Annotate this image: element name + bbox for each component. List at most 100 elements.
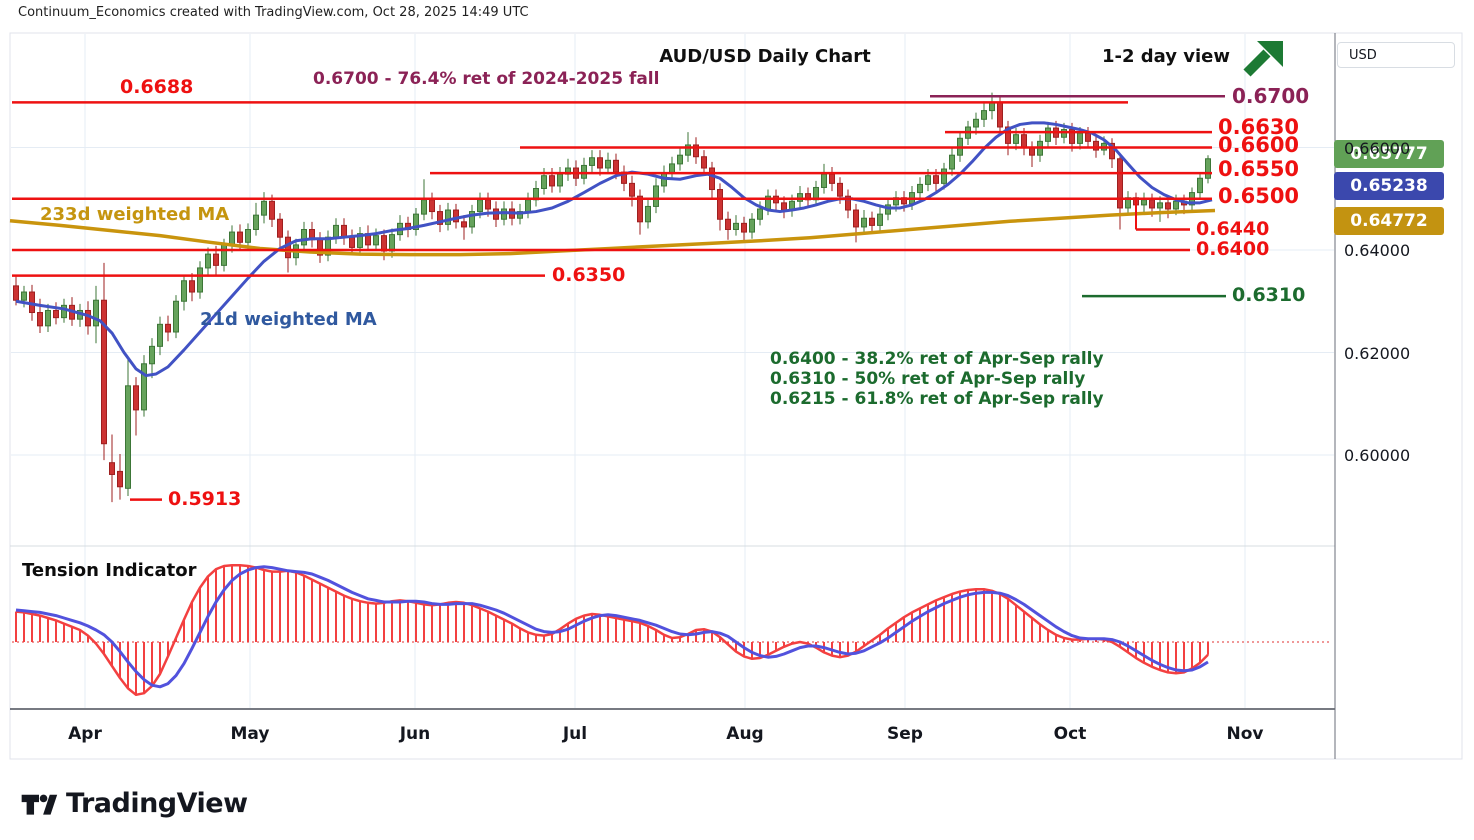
level-label-0.6310: 0.6310 (1232, 284, 1306, 307)
month-label-Jun: Jun (399, 724, 431, 744)
retracement-line-2: 0.6310 - 50% ret of Apr-Sep rally (770, 369, 1086, 389)
retracement-line-1: 0.6400 - 38.2% ret of Apr-Sep rally (770, 349, 1104, 369)
candle (845, 195, 851, 211)
ma233-price-badge: 0.64772 (1334, 207, 1444, 235)
candle (1109, 142, 1115, 160)
candle (197, 267, 203, 293)
candle (517, 211, 523, 219)
candle (253, 214, 259, 230)
candle (949, 154, 955, 170)
candle (1069, 129, 1075, 144)
candle (741, 222, 747, 233)
candle (541, 175, 547, 189)
level-label-0.6400: 0.6400 (1196, 238, 1270, 261)
level-label-0.6550: 0.6550 (1218, 157, 1300, 182)
candle (701, 156, 707, 169)
candle (1141, 199, 1147, 206)
candle (61, 304, 67, 319)
level-label-0.6440: 0.6440 (1196, 217, 1270, 240)
candle (709, 167, 715, 191)
candle (981, 110, 987, 120)
candle (1165, 202, 1171, 210)
candle (941, 168, 947, 184)
candle (421, 199, 427, 215)
candle (21, 291, 27, 301)
candle (877, 213, 883, 226)
candle (1061, 129, 1067, 138)
candle (181, 280, 187, 302)
candle (869, 217, 875, 226)
candle (373, 235, 379, 246)
candle (829, 173, 835, 184)
candle (693, 144, 699, 158)
candle (613, 159, 619, 173)
candle (333, 224, 339, 238)
candle (1157, 202, 1163, 209)
candle (749, 218, 755, 233)
candle (781, 202, 787, 211)
candle (325, 236, 331, 256)
month-label-Sep: Sep (887, 724, 923, 744)
level-label-0.6500: 0.6500 (1218, 183, 1300, 208)
candle (477, 199, 483, 213)
attribution-text: Continuum_Economics created with Trading… (18, 5, 529, 20)
candle (485, 199, 491, 210)
level-label-0.6600: 0.6600 (1218, 133, 1300, 158)
candle (1117, 158, 1123, 209)
candle (549, 175, 555, 187)
candle (381, 235, 387, 252)
view-horizon-label: 1-2 day view (1101, 46, 1230, 67)
candle (277, 218, 283, 238)
candle (189, 280, 195, 293)
candle (173, 300, 179, 333)
month-label-Aug: Aug (726, 724, 764, 744)
tradingview-logo[interactable]: TradingView (20, 786, 248, 820)
tension-indicator-label: Tension Indicator (22, 560, 197, 581)
level-label-0.5913: 0.5913 (168, 487, 242, 510)
level-label-0.6350: 0.6350 (552, 263, 626, 286)
candle (933, 175, 939, 184)
candle (117, 470, 123, 488)
price-tick-0.66000: 0.66000 (1344, 138, 1411, 158)
candle (285, 236, 291, 259)
candle (461, 221, 467, 228)
candle (797, 193, 803, 202)
retracement-line-3: 0.6215 - 61.8% ret of Apr-Sep rally (770, 389, 1104, 409)
candle (637, 195, 643, 223)
candle (357, 233, 363, 248)
ma233-label: 233d weighted MA (40, 204, 230, 225)
candle (157, 323, 163, 347)
candle (349, 236, 355, 248)
month-label-Jul: Jul (562, 724, 588, 744)
candle (453, 209, 459, 223)
candle (149, 345, 155, 365)
candle (221, 244, 227, 266)
candle (93, 299, 99, 327)
candle (213, 253, 219, 266)
fib-retracement-annotation: 0.6700 - 76.4% ret of 2024-2025 fall (313, 69, 660, 89)
candle (125, 385, 131, 489)
candle (101, 299, 107, 445)
candle (557, 173, 563, 187)
candle (645, 205, 651, 223)
candle (261, 200, 267, 216)
candle (229, 231, 235, 246)
candle (1205, 158, 1211, 179)
candle (469, 211, 475, 228)
candle (1093, 140, 1099, 151)
candle (581, 164, 587, 179)
ma21-label: 21d weighted MA (200, 309, 377, 330)
candle (205, 253, 211, 269)
candle (597, 157, 603, 169)
candle (669, 163, 675, 174)
currency-selector[interactable]: USD (1337, 42, 1455, 68)
level-label-0.6700: 0.6700 (1232, 83, 1310, 108)
chart-title: AUD/USD Daily Chart (659, 46, 871, 67)
candle (53, 309, 59, 319)
price-tick-0.62000: 0.62000 (1344, 343, 1411, 363)
candle (301, 229, 307, 246)
candle (413, 213, 419, 230)
month-label-Apr: Apr (68, 724, 102, 744)
ma21-price-badge: 0.65238 (1334, 172, 1444, 200)
